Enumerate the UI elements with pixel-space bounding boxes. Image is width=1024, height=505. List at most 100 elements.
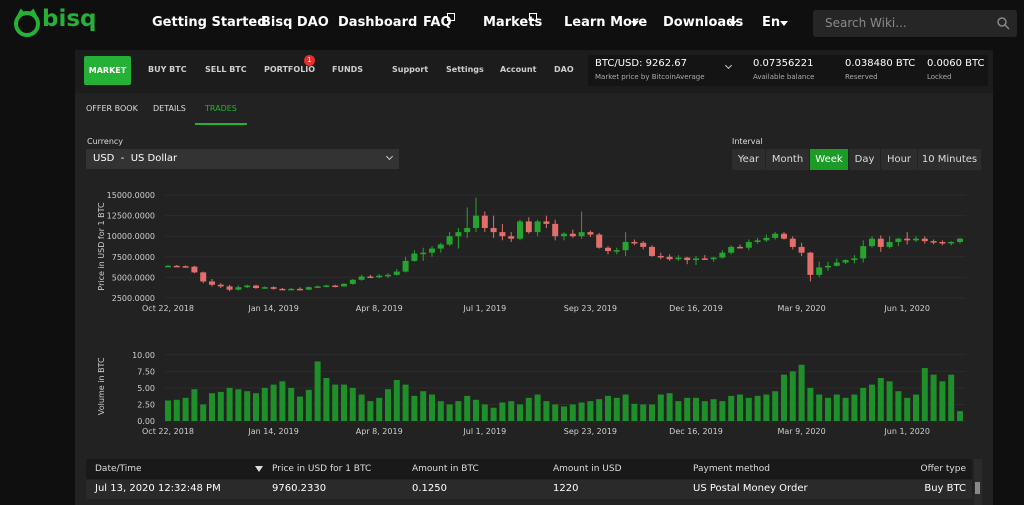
bar — [640, 404, 647, 421]
candle-body — [684, 257, 691, 261]
candle-body — [314, 286, 321, 288]
column-header[interactable]: Price in USD for 1 BTC — [272, 464, 372, 474]
interval-button[interactable]: Hour — [881, 149, 917, 170]
bar — [789, 371, 796, 421]
bar — [182, 397, 189, 421]
candle-body — [693, 258, 699, 261]
bar — [948, 374, 955, 421]
candle-body — [165, 265, 171, 268]
subtab[interactable]: TRADES — [205, 104, 237, 113]
bar — [200, 404, 207, 421]
y-tick-label: 7.50 — [137, 367, 155, 376]
column-header[interactable]: Payment method — [693, 464, 771, 474]
menu-item[interactable]: DAO — [554, 65, 574, 74]
bar — [807, 387, 814, 421]
bar — [737, 394, 743, 421]
candle-body — [860, 246, 867, 259]
candle-body — [657, 255, 664, 258]
interval-button[interactable]: Week — [810, 149, 848, 170]
x-tick-label: Jan 14, 2019 — [247, 427, 299, 436]
candle-body — [534, 221, 541, 233]
interval-button[interactable]: Day — [849, 149, 880, 170]
search-box[interactable] — [813, 10, 1017, 37]
sort-arrow — [255, 466, 263, 476]
nav-link[interactable]: En — [762, 15, 781, 30]
balance-value: 0.0060 BTC — [927, 58, 985, 69]
bar — [930, 374, 937, 421]
bar — [657, 394, 664, 421]
bar — [244, 391, 251, 421]
candle-body — [437, 244, 444, 249]
x-tick-label: Jun 1, 2020 — [883, 427, 930, 436]
candle-body — [631, 241, 638, 244]
candle-body — [429, 248, 435, 253]
tab[interactable]: FUNDS — [332, 65, 364, 74]
price[interactable]: BTC/USD: 9262.67 — [595, 58, 688, 69]
candle-body — [305, 287, 312, 290]
candle-body — [490, 228, 497, 233]
bar — [217, 391, 224, 421]
menu-item[interactable]: Support — [392, 65, 429, 74]
y-axis-title: Volume in BTC — [97, 357, 106, 415]
candle-body — [833, 262, 840, 266]
bar — [798, 364, 805, 421]
column-header[interactable]: Amount in USD — [553, 464, 622, 474]
scrollbar-thumb[interactable] — [975, 482, 980, 494]
subtab[interactable]: DETAILS — [153, 104, 186, 113]
caret — [780, 21, 788, 30]
tab[interactable]: SELL BTC — [205, 65, 247, 74]
nav-link[interactable]: Dashboard — [338, 15, 418, 30]
candle-body — [710, 257, 717, 260]
balance-label: Reserved — [845, 73, 878, 81]
tab-active[interactable]: MARKET — [84, 56, 131, 85]
cell: 0.1250 — [412, 483, 447, 494]
subtab[interactable]: OFFER BOOK — [86, 104, 138, 113]
logo[interactable]: bisq — [42, 6, 97, 32]
candle-body — [244, 285, 251, 288]
y-tick-label: 2.50 — [137, 400, 155, 409]
bar — [376, 397, 383, 421]
interval-button[interactable]: 10 Minutes — [918, 149, 981, 170]
balance-value: 0.07356221 — [753, 58, 814, 69]
nav-link[interactable]: Bisq DAO — [261, 15, 329, 30]
candle-body — [393, 271, 400, 275]
candle-body — [816, 267, 823, 275]
candle-body — [517, 221, 523, 239]
candle-body — [297, 288, 303, 291]
nav-link[interactable]: Learn More — [564, 15, 648, 30]
menu-item[interactable]: Account — [500, 65, 537, 74]
caret — [729, 21, 737, 30]
bar — [464, 395, 471, 421]
table-row[interactable] — [86, 480, 972, 499]
tab[interactable]: PORTFOLIO — [264, 65, 316, 74]
candle-body — [921, 238, 928, 242]
bar — [860, 387, 867, 421]
bar — [877, 377, 884, 421]
candle-body — [745, 241, 752, 248]
cell: 1220 — [553, 483, 579, 494]
menu-item[interactable]: Settings — [446, 65, 484, 74]
nav-link[interactable]: Downloads — [663, 15, 744, 30]
bar — [191, 389, 198, 421]
y-axis-title: Price in USD for 1 BTC — [97, 202, 106, 291]
bar — [957, 411, 963, 421]
nav-link[interactable]: Markets — [483, 15, 543, 30]
currency-select[interactable] — [86, 149, 399, 169]
tab[interactable]: BUY BTC — [148, 65, 187, 74]
search-placeholder: Search Wiki... — [825, 16, 907, 30]
column-header[interactable]: Offer type — [920, 464, 967, 474]
column-header[interactable]: Amount in BTC — [412, 464, 479, 474]
candle-body — [253, 285, 259, 289]
bar — [473, 399, 479, 421]
interval-button[interactable]: Year — [732, 149, 765, 170]
nav-link[interactable]: FAQ — [423, 15, 452, 30]
column-header[interactable]: Date/Time — [95, 464, 142, 474]
candle-body — [473, 215, 479, 228]
bar — [297, 396, 303, 421]
candle-body — [948, 241, 955, 244]
y-tick-label: 10.00 — [132, 351, 155, 360]
nav-link[interactable]: Getting Started — [152, 15, 267, 30]
candle-body — [464, 228, 471, 233]
interval-button[interactable]: Month — [766, 149, 809, 170]
candle-body — [349, 279, 356, 284]
